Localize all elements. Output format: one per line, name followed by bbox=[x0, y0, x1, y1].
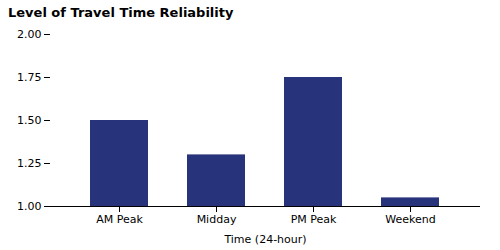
html-text:Level of Travel Time Reliabili: Level of Travel Time Reliability bbox=[8, 5, 234, 20]
svg-text:Midday: Midday bbox=[197, 213, 237, 226]
svg-text:1.75: 1.75 bbox=[17, 71, 42, 84]
svg-text:PM Peak: PM Peak bbox=[291, 213, 337, 226]
svg-text:AM Peak: AM Peak bbox=[96, 213, 143, 226]
svg-text:1.25: 1.25 bbox=[17, 157, 42, 170]
svg-text:2.00: 2.00 bbox=[17, 28, 42, 41]
svg-text:1.00: 1.00 bbox=[17, 200, 42, 213]
svg-text:1.50: 1.50 bbox=[17, 114, 42, 127]
svg-text:Time (24-hour): Time (24-hour) bbox=[223, 233, 306, 246]
svg-text:Weekend: Weekend bbox=[385, 213, 435, 226]
